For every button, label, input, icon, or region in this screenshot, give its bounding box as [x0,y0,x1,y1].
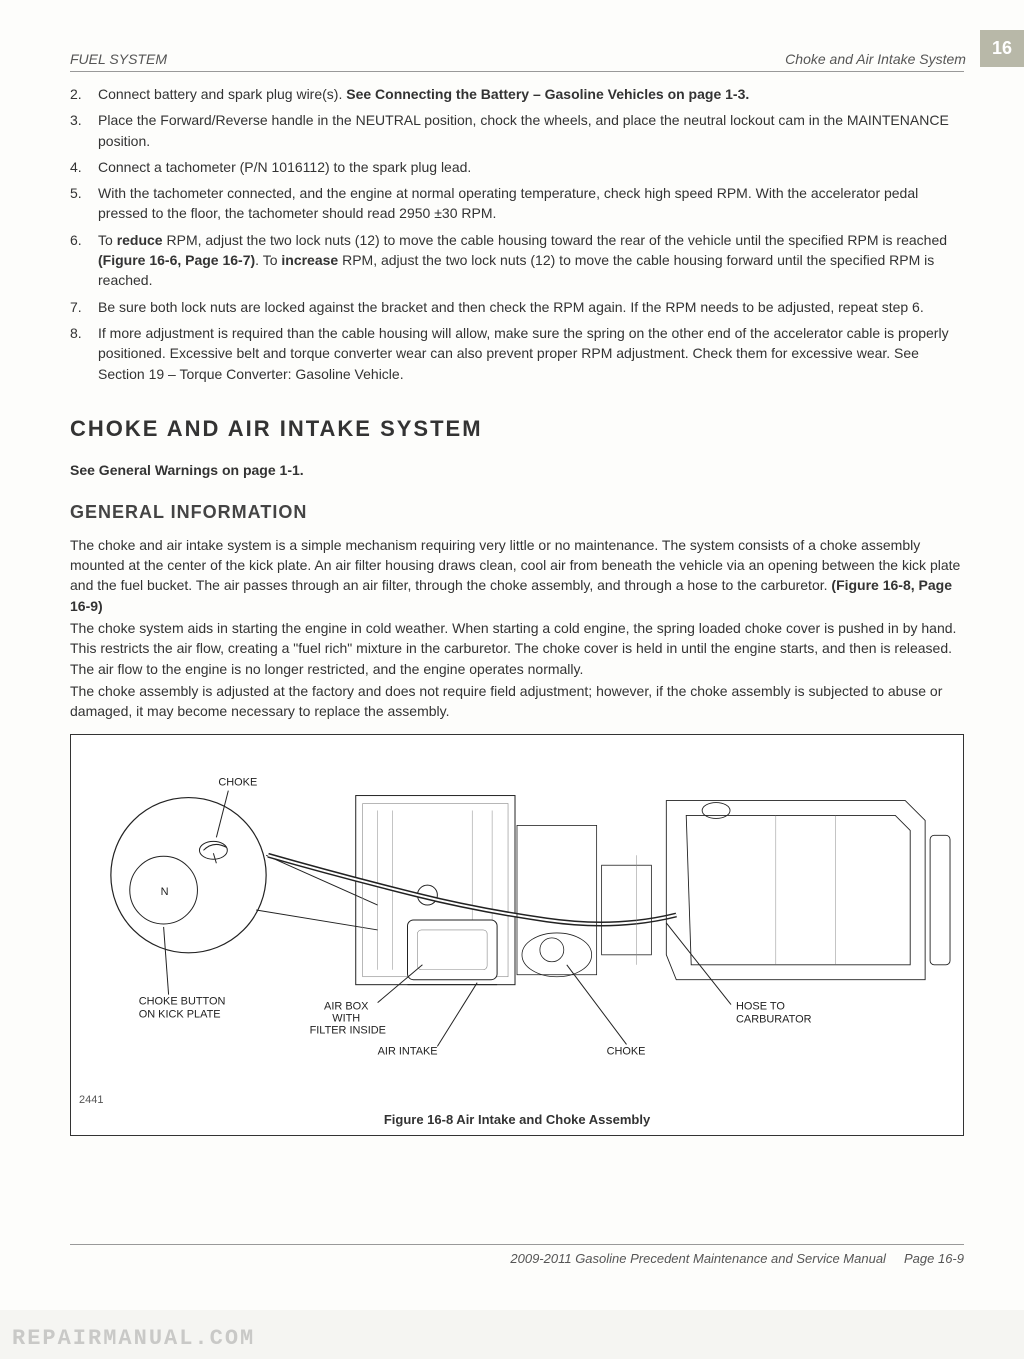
label-choke-top: CHOKE [218,776,257,788]
general-info-heading: GENERAL INFORMATION [70,502,964,523]
step-number: 8. [70,323,98,384]
label-choke-bottom: CHOKE [607,1045,646,1057]
figure-ref-number: 2441 [79,1094,955,1106]
figure-16-8: N CHOKE CHOKE BUTTON ON KICK PLATE [70,734,964,1136]
label-air-box: AIR BOX WITH FILTER INSIDE [310,1000,386,1036]
page-footer: 2009-2011 Gasoline Precedent Maintenance… [70,1244,964,1266]
paragraph-1: The choke and air intake system is a sim… [70,535,964,616]
header-topic-text: Choke and Air Intake System [785,51,966,67]
footer-manual-title: 2009-2011 Gasoline Precedent Maintenance… [510,1251,886,1266]
step-5: 5. With the tachometer connected, and th… [70,183,964,224]
label-air-intake: AIR INTAKE [378,1045,438,1057]
warnings-reference: See General Warnings on page 1-1. [70,462,964,478]
step-number: 3. [70,110,98,151]
step-text: Place the Forward/Reverse handle in the … [98,110,964,151]
manual-page: FUEL SYSTEM Choke and Air Intake System … [0,0,1024,1310]
step-text: If more adjustment is required than the … [98,323,964,384]
header-topic: Choke and Air Intake System 16 [785,50,964,67]
step-number: 5. [70,183,98,224]
step-2: 2. Connect battery and spark plug wire(s… [70,84,964,104]
label-hose: HOSE TO CARBURATOR [736,1000,812,1025]
procedure-steps: 2. Connect battery and spark plug wire(s… [70,84,964,384]
step-6: 6. To reduce RPM, adjust the two lock nu… [70,230,964,291]
page-header: FUEL SYSTEM Choke and Air Intake System … [70,50,964,72]
paragraph-2: The choke system aids in starting the en… [70,618,964,679]
step-4: 4. Connect a tachometer (P/N 1016112) to… [70,157,964,177]
section-title: CHOKE AND AIR INTAKE SYSTEM [70,416,964,442]
step-text: Connect battery and spark plug wire(s). … [98,84,964,104]
step-text: To reduce RPM, adjust the two lock nuts … [98,230,964,291]
label-choke-button: CHOKE BUTTON ON KICK PLATE [139,995,229,1020]
footer-page-number: Page 16-9 [904,1251,964,1266]
step-8: 8. If more adjustment is required than t… [70,323,964,384]
step-number: 4. [70,157,98,177]
step-3: 3. Place the Forward/Reverse handle in t… [70,110,964,151]
step-number: 2. [70,84,98,104]
step-text: With the tachometer connected, and the e… [98,183,964,224]
paragraph-3: The choke assembly is adjusted at the fa… [70,681,964,722]
header-section: FUEL SYSTEM [70,51,167,67]
watermark: REPAIRMANUAL.COM [12,1326,255,1351]
chapter-tab: 16 [980,30,1024,67]
step-7: 7. Be sure both lock nuts are locked aga… [70,297,964,317]
svg-text:N: N [161,886,169,898]
air-intake-diagram: N CHOKE CHOKE BUTTON ON KICK PLATE [79,745,955,1085]
figure-caption: Figure 16-8 Air Intake and Choke Assembl… [79,1112,955,1127]
step-number: 6. [70,230,98,291]
step-text: Connect a tachometer (P/N 1016112) to th… [98,157,964,177]
step-text: Be sure both lock nuts are locked agains… [98,297,964,317]
step-number: 7. [70,297,98,317]
